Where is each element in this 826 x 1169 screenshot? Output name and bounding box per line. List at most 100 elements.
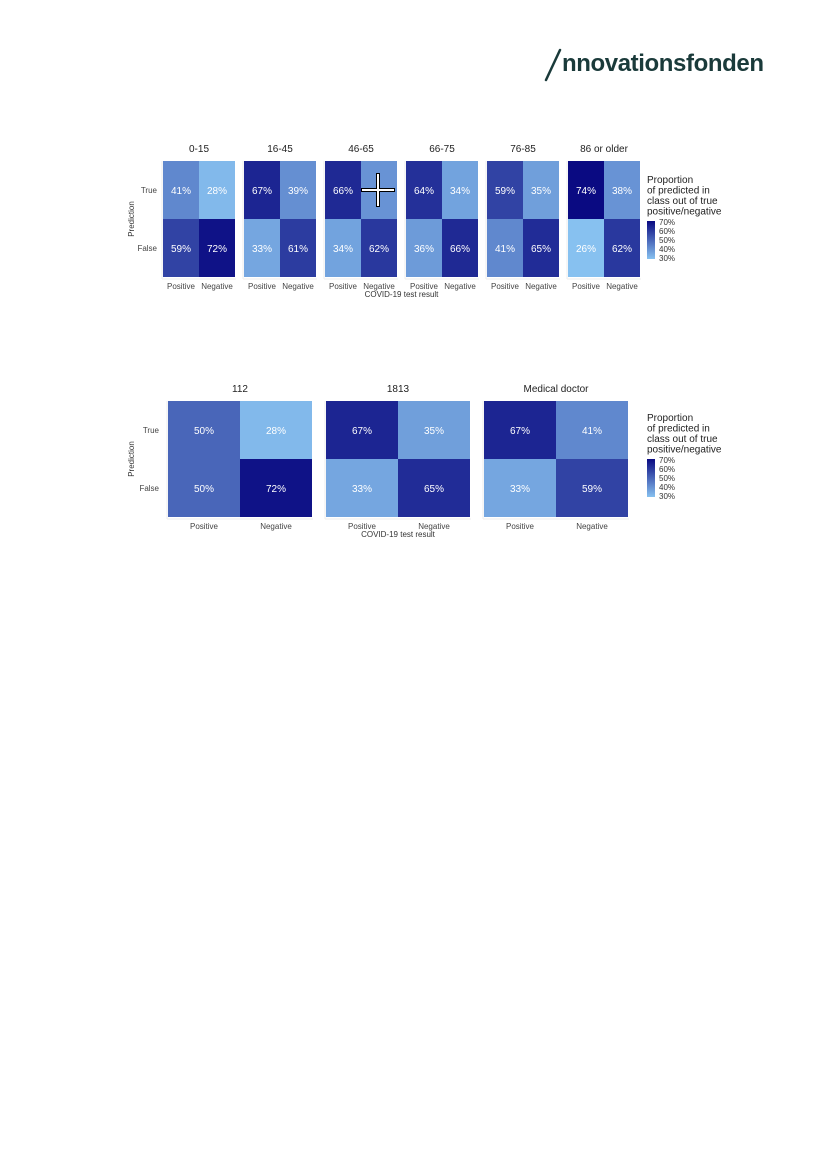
- heatmap-cell: [326, 401, 398, 459]
- facet-title: 86 or older: [580, 144, 628, 155]
- cell-value-label: 34%: [450, 186, 470, 197]
- heatmap-cell: [163, 219, 199, 277]
- cell-value-label: 72%: [207, 244, 227, 255]
- heatmap-cell: [523, 161, 559, 219]
- y-tick-label: True: [141, 186, 158, 195]
- legend-tick-label: 60%: [659, 465, 675, 474]
- heatmap-cell: [326, 459, 398, 517]
- cell-value-label: 28%: [266, 426, 286, 437]
- x-tick-label: Negative: [260, 522, 292, 531]
- heatmap-group-1: Prediction True False 0-15 41% 28% 59% 72% Posit…: [127, 144, 722, 299]
- cell-value-label: 62%: [369, 244, 389, 255]
- x-tick-label: Positive: [491, 282, 520, 291]
- cell-value-label: 72%: [266, 484, 286, 495]
- legend-title-line: of predicted in: [647, 186, 710, 197]
- innovationsfonden-logo: nnovationsfonden: [540, 44, 770, 84]
- legend-tick-label: 60%: [659, 227, 675, 236]
- x-tick-label: Positive: [348, 522, 377, 531]
- x-tick-label: Negative: [576, 522, 608, 531]
- x-tick-label: Positive: [506, 522, 535, 531]
- legend-title-line: positive/negative: [647, 445, 722, 456]
- x-tick-label: Negative: [525, 282, 557, 291]
- legend-title-line: Proportion: [647, 175, 693, 186]
- x-tick-label: Negative: [363, 282, 395, 291]
- cell-value-label: 64%: [414, 186, 434, 197]
- legend-color-bar: [647, 459, 655, 497]
- cell-value-label: 65%: [531, 244, 551, 255]
- legend-tick-label: 30%: [659, 492, 675, 501]
- x-tick-label: Negative: [444, 282, 476, 291]
- facet-title: 46-65: [348, 144, 374, 155]
- logo-slash-mark: [544, 48, 562, 82]
- heatmap-group-2: Prediction True False 112 50% 28% 50% 72% Positi…: [127, 384, 722, 539]
- heatmap-cell: [163, 161, 199, 219]
- heatmap-cell: [406, 161, 442, 219]
- heatmap-cell: [484, 459, 556, 517]
- x-axis-title: COVID-19 test result: [361, 530, 436, 539]
- heatmap-cell: [556, 459, 628, 517]
- legend-tick-label: 50%: [659, 236, 675, 245]
- heatmap-cell: [240, 459, 312, 517]
- heatmap-cell: [244, 161, 280, 219]
- cell-value-label: 36%: [414, 244, 434, 255]
- cell-value-label: 67%: [252, 186, 272, 197]
- x-tick-label: Positive: [167, 282, 196, 291]
- cell-value-label: 33%: [252, 244, 272, 255]
- logo-text: nnovationsfonden: [562, 50, 764, 77]
- x-tick-label: Positive: [572, 282, 601, 291]
- legend-tick-label: 70%: [659, 218, 675, 227]
- y-tick-label: False: [137, 244, 157, 253]
- cell-value-label: 59%: [171, 244, 191, 255]
- heatmap-cell: [484, 401, 556, 459]
- heatmap-cell: [556, 401, 628, 459]
- heatmap-cell: [487, 161, 523, 219]
- x-tick-label: Positive: [190, 522, 219, 531]
- x-tick-label: Negative: [606, 282, 638, 291]
- heatmap-cell: [199, 161, 235, 219]
- legend-tick-label: 30%: [659, 254, 675, 263]
- facet-title: 66-75: [429, 144, 455, 155]
- cell-value-label: 35%: [424, 426, 444, 437]
- legend-tick-label: 50%: [659, 474, 675, 483]
- heatmap-cell: [442, 219, 478, 277]
- cell-value-label: 61%: [288, 244, 308, 255]
- legend-title-line: of predicted in: [647, 424, 710, 435]
- cell-value-label: 66%: [450, 244, 470, 255]
- y-tick-label: False: [139, 484, 159, 493]
- cell-value-label: 62%: [612, 244, 632, 255]
- legend-title-line: class out of true: [647, 434, 718, 445]
- y-axis-title: Prediction: [127, 201, 136, 237]
- heatmap-cell: [523, 219, 559, 277]
- cell-value-label: 67%: [510, 426, 530, 437]
- heatmap-cell: [487, 219, 523, 277]
- heatmap-cell: [280, 219, 316, 277]
- x-tick-label: Negative: [418, 522, 450, 531]
- cell-value-label: 50%: [194, 484, 214, 495]
- heatmap-cell: [325, 161, 361, 219]
- facet-title: 112: [232, 384, 248, 395]
- cell-value-label: 28%: [207, 186, 227, 197]
- legend-tick-label: 40%: [659, 245, 675, 254]
- legend-tick-label: 70%: [659, 456, 675, 465]
- facet-title: 0-15: [189, 144, 209, 155]
- cell-value-label: 41%: [495, 244, 515, 255]
- facet-title: Medical doctor: [523, 384, 589, 395]
- facet-title: 16-45: [267, 144, 293, 155]
- x-tick-label: Positive: [329, 282, 358, 291]
- heatmap-cell: [406, 219, 442, 277]
- cell-value-label: 26%: [576, 244, 596, 255]
- cell-value-label: 41%: [171, 186, 191, 197]
- x-tick-label: Positive: [248, 282, 277, 291]
- heatmap-cell: [568, 219, 604, 277]
- y-tick-label: True: [143, 426, 160, 435]
- x-axis-title: COVID-19 test result: [365, 290, 440, 299]
- cell-value-label: 39%: [288, 186, 308, 197]
- heatmap-cell: [442, 161, 478, 219]
- cell-value-label: 41%: [582, 426, 602, 437]
- heatmap-cell: [568, 161, 604, 219]
- cell-value-label: 34%: [333, 244, 353, 255]
- cell-value-label: 74%: [576, 186, 596, 197]
- y-axis-title: Prediction: [127, 441, 136, 477]
- heatmap-cell: [398, 401, 470, 459]
